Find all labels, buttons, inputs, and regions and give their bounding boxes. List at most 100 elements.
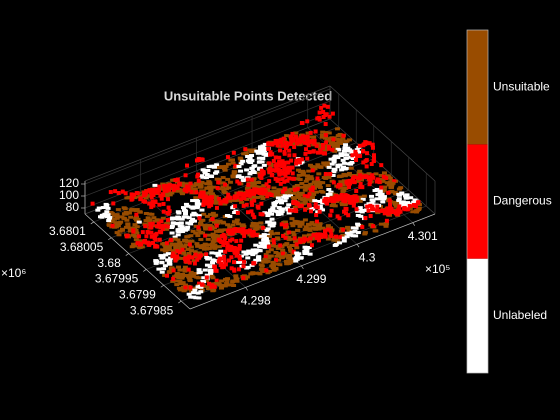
point xyxy=(243,252,249,256)
point xyxy=(249,154,255,158)
point xyxy=(230,237,235,242)
point xyxy=(222,284,228,288)
point xyxy=(371,224,376,229)
point xyxy=(265,194,270,199)
point xyxy=(229,255,234,260)
point xyxy=(250,212,255,217)
point xyxy=(315,116,320,121)
point xyxy=(283,224,288,229)
point xyxy=(235,250,240,255)
point xyxy=(273,244,279,248)
point xyxy=(365,204,370,209)
x-tick xyxy=(301,265,304,270)
point xyxy=(163,246,169,250)
point xyxy=(357,199,363,203)
point xyxy=(286,203,292,207)
point xyxy=(291,142,297,146)
point xyxy=(265,220,271,224)
point xyxy=(186,256,191,261)
point xyxy=(134,212,139,217)
point xyxy=(270,168,275,173)
point xyxy=(223,249,228,254)
point xyxy=(99,215,105,219)
point xyxy=(365,151,370,156)
point xyxy=(378,222,384,226)
point xyxy=(181,251,187,255)
point xyxy=(289,243,295,247)
point xyxy=(264,268,269,273)
point xyxy=(237,181,242,186)
point xyxy=(181,245,187,249)
colorbar-label: Unlabeled xyxy=(493,308,547,322)
point xyxy=(197,158,202,163)
point xyxy=(286,211,292,215)
point xyxy=(290,176,295,181)
point xyxy=(164,227,170,231)
point xyxy=(271,204,277,208)
point xyxy=(234,277,240,281)
point xyxy=(326,194,332,198)
point xyxy=(179,181,185,185)
point xyxy=(120,189,125,194)
point xyxy=(239,200,245,204)
point xyxy=(247,157,253,161)
point xyxy=(188,285,193,290)
point xyxy=(332,199,337,204)
point xyxy=(290,165,295,170)
point xyxy=(295,222,301,226)
point xyxy=(256,181,262,185)
point xyxy=(261,163,267,167)
point xyxy=(178,256,184,260)
point xyxy=(208,193,214,197)
point xyxy=(231,198,237,202)
point xyxy=(293,259,299,263)
point xyxy=(238,157,244,161)
point xyxy=(228,158,234,162)
point xyxy=(295,138,300,143)
point xyxy=(358,173,363,178)
point xyxy=(275,178,280,183)
point xyxy=(279,208,285,212)
point xyxy=(189,239,195,243)
point xyxy=(353,149,358,154)
point xyxy=(334,234,339,239)
point xyxy=(252,215,257,220)
point xyxy=(333,200,339,204)
point xyxy=(305,119,310,124)
point xyxy=(134,218,140,222)
point xyxy=(202,171,208,175)
point xyxy=(223,262,228,267)
point xyxy=(341,227,346,232)
point xyxy=(198,223,204,227)
point xyxy=(194,242,200,246)
colorbar-label: Unsuitable xyxy=(493,79,550,93)
point xyxy=(176,276,182,280)
point xyxy=(325,161,331,165)
point xyxy=(317,117,322,122)
point xyxy=(345,226,351,230)
point xyxy=(233,227,238,232)
point xyxy=(271,159,276,164)
point xyxy=(286,190,292,194)
point xyxy=(413,204,418,209)
point xyxy=(341,239,347,243)
point xyxy=(212,259,218,263)
point xyxy=(331,137,336,142)
point xyxy=(275,196,281,200)
point xyxy=(308,139,313,144)
point xyxy=(287,208,292,213)
point xyxy=(292,185,298,189)
point xyxy=(145,194,151,198)
point xyxy=(341,149,347,153)
y-tick-label: 3.6799 xyxy=(119,287,156,301)
point xyxy=(358,181,363,186)
point xyxy=(201,280,207,284)
point xyxy=(268,164,274,168)
point xyxy=(174,184,179,189)
point xyxy=(191,259,197,263)
point xyxy=(143,211,149,215)
point xyxy=(204,263,210,267)
point xyxy=(234,239,239,244)
point xyxy=(234,253,239,258)
point xyxy=(352,229,358,233)
